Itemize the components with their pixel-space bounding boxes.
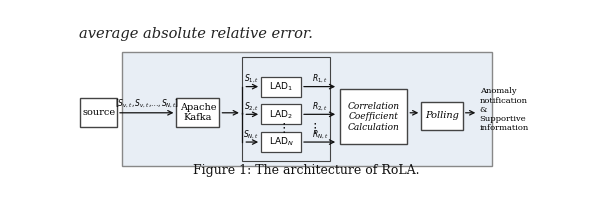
Bar <box>261 132 301 152</box>
Text: Polling: Polling <box>425 111 459 120</box>
Text: Apache
Kafka: Apache Kafka <box>179 103 216 122</box>
Text: $\vdots$: $\vdots$ <box>308 121 317 135</box>
Bar <box>176 98 219 127</box>
Text: Correlation
Coefficient
Calculation: Correlation Coefficient Calculation <box>347 102 399 132</box>
Bar <box>261 104 301 124</box>
Text: $R_{1,t}$: $R_{1,t}$ <box>313 73 328 85</box>
Bar <box>242 57 330 161</box>
Text: $\mathrm{LAD}_2$: $\mathrm{LAD}_2$ <box>269 108 293 121</box>
Bar <box>340 89 407 144</box>
Text: $\mathrm{LAD}_N$: $\mathrm{LAD}_N$ <box>269 136 294 148</box>
Text: $S_{N,t}$: $S_{N,t}$ <box>243 128 260 141</box>
Bar <box>421 102 463 130</box>
Text: $[S_{v,t}, S_{v,t},\!\ldots\!,S_{N,t}]$: $[S_{v,t}, S_{v,t},\!\ldots\!,S_{N,t}]$ <box>115 98 179 110</box>
Text: $S_{1,t}$: $S_{1,t}$ <box>244 73 259 85</box>
Text: source: source <box>82 108 115 117</box>
Text: $R_{2,t}$: $R_{2,t}$ <box>313 101 328 113</box>
Text: $\mathrm{LAD}_1$: $\mathrm{LAD}_1$ <box>269 80 293 93</box>
Text: average absolute relative error.: average absolute relative error. <box>80 26 313 41</box>
Bar <box>123 52 492 166</box>
Text: $\vdots$: $\vdots$ <box>277 121 285 135</box>
Bar <box>261 77 301 97</box>
Bar <box>80 98 117 127</box>
Text: Figure 1: The architecture of RoLA.: Figure 1: The architecture of RoLA. <box>193 164 420 177</box>
Text: $S_{2,t}$: $S_{2,t}$ <box>244 101 259 113</box>
Text: $R_{N,t}$: $R_{N,t}$ <box>312 128 328 141</box>
Text: Anomaly
notification
&
Supportive
information: Anomaly notification & Supportive inform… <box>480 87 529 132</box>
